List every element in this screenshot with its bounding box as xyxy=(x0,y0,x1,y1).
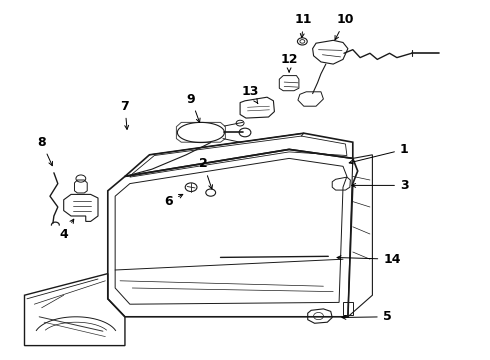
Text: 11: 11 xyxy=(295,13,313,37)
Text: 8: 8 xyxy=(37,136,52,166)
Text: 5: 5 xyxy=(342,310,392,323)
Text: 12: 12 xyxy=(280,53,298,72)
Text: 6: 6 xyxy=(165,194,183,208)
Text: 2: 2 xyxy=(199,157,213,189)
Text: 10: 10 xyxy=(335,13,354,40)
Text: 13: 13 xyxy=(241,85,259,103)
Text: 7: 7 xyxy=(121,100,129,129)
Text: 14: 14 xyxy=(337,253,401,266)
Text: 9: 9 xyxy=(187,93,200,122)
Text: 3: 3 xyxy=(352,179,409,192)
Text: 1: 1 xyxy=(349,143,409,164)
Text: 4: 4 xyxy=(59,219,74,240)
